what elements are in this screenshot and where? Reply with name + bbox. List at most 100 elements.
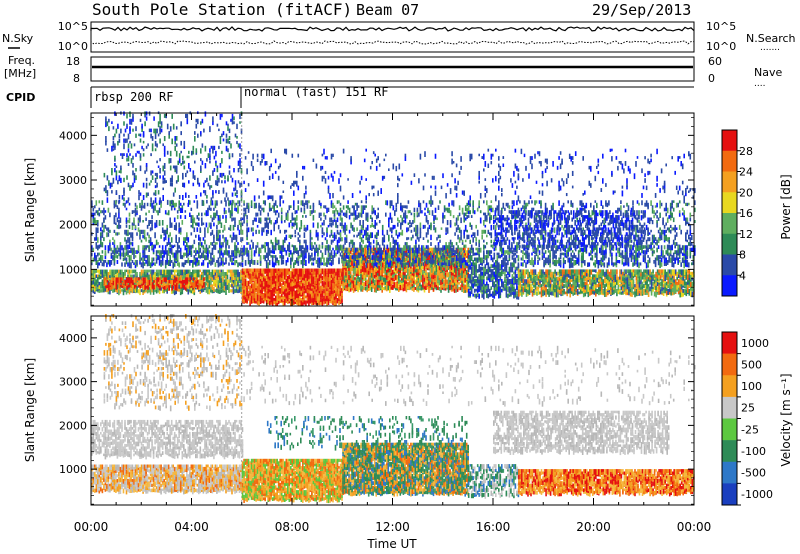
power-cell: [280, 278, 283, 283]
power-cell: [267, 288, 269, 294]
power-cell: [106, 232, 108, 238]
power-cell: [562, 180, 565, 187]
power-cell: [238, 289, 241, 293]
power-cell: [559, 222, 561, 225]
power-cell: [169, 182, 172, 187]
power-cell: [311, 237, 313, 240]
power-cell: [250, 161, 253, 167]
power-cell: [159, 168, 161, 174]
power-cell: [574, 212, 577, 218]
power-cell: [418, 202, 420, 208]
power-cell: [660, 168, 663, 174]
power-cell: [288, 270, 291, 275]
power-cell: [232, 289, 235, 295]
power-cell: [214, 281, 217, 287]
power-cell: [345, 212, 348, 219]
power-cell: [330, 229, 333, 234]
power-cell: [434, 215, 437, 220]
power-cell: [669, 202, 672, 207]
power-cell: [296, 288, 298, 294]
power-cell: [115, 212, 117, 218]
power-cell: [383, 239, 386, 243]
power-cell: [583, 237, 585, 242]
power-cell: [134, 207, 137, 213]
power-cell: [280, 288, 283, 294]
power-cell: [225, 133, 228, 138]
power-cell: [303, 207, 306, 211]
power-cell: [169, 200, 171, 207]
power-cell: [461, 239, 464, 243]
power-cell: [303, 202, 306, 208]
power-cell: [100, 234, 102, 241]
power-cell: [128, 272, 131, 277]
power-cell: [311, 295, 313, 299]
power-cell: [192, 289, 194, 294]
power-cell: [579, 220, 581, 226]
power-cell: [360, 175, 363, 181]
power-cell: [544, 237, 546, 243]
power-cell: [326, 283, 328, 288]
power-cell: [179, 286, 182, 293]
power-cell: [171, 279, 173, 285]
power-cell: [156, 279, 158, 284]
power-cell: [126, 126, 128, 129]
power-cell: [535, 215, 538, 218]
power-cell: [125, 200, 128, 204]
power-cell: [204, 239, 206, 245]
power-cell: [130, 282, 133, 288]
power-cell: [223, 224, 226, 231]
power-cell: [101, 229, 104, 235]
power-cell: [202, 269, 205, 273]
power-cell: [303, 193, 306, 199]
power-cell: [249, 244, 251, 250]
power-cell: [397, 175, 399, 181]
power-cell: [256, 158, 259, 162]
power-cell: [341, 300, 343, 304]
power-cell: [107, 289, 110, 295]
power-cell: [332, 293, 334, 296]
power-cell: [288, 273, 291, 280]
nsearch-trace: [90, 40, 695, 45]
power-cell: [237, 224, 239, 229]
power-cell: [458, 212, 461, 217]
power-cell: [126, 113, 128, 119]
power-cell: [233, 187, 235, 192]
power-cell: [323, 268, 325, 275]
power-cell: [612, 212, 614, 218]
power-cell: [197, 284, 199, 290]
power-cell: [258, 280, 260, 287]
power-cell: [653, 210, 655, 215]
power-cell: [335, 268, 337, 273]
power-cell: [466, 210, 468, 214]
power-cell: [680, 229, 682, 235]
power-cell: [594, 232, 596, 238]
power-cell: [145, 272, 147, 278]
power-cell: [158, 274, 161, 278]
power-cell: [422, 237, 425, 240]
power-cell: [529, 156, 532, 162]
power-cell: [497, 210, 500, 216]
power-cell: [323, 148, 325, 155]
power-cell: [360, 205, 363, 211]
power-cell: [486, 188, 488, 194]
power-cell: [303, 224, 306, 228]
power-cell: [264, 278, 266, 282]
power-cell: [127, 148, 130, 153]
power-cell: [672, 200, 675, 203]
power-cell: [601, 239, 604, 243]
power-cell: [170, 289, 173, 294]
power-cell: [293, 295, 295, 301]
power-cell: [196, 227, 199, 232]
power-cell: [609, 148, 612, 152]
power-cell: [290, 278, 292, 283]
power-cell: [160, 123, 163, 128]
power-cell: [244, 278, 247, 284]
power-cell: [109, 182, 112, 189]
power-cell: [529, 161, 532, 165]
power-cell: [596, 234, 598, 239]
power-cell: [220, 200, 223, 204]
power-cell: [142, 182, 145, 188]
power-cell: [185, 284, 187, 291]
power-cell: [173, 244, 176, 248]
power-cell: [648, 244, 651, 249]
